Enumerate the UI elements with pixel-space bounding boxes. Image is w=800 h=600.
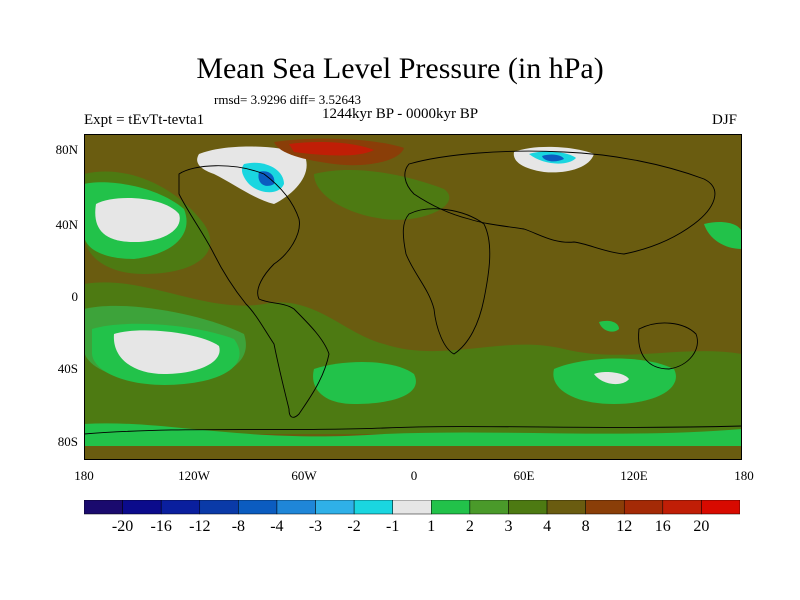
plot-title: Mean Sea Level Pressure (in hPa) bbox=[196, 52, 604, 85]
colorbar-swatch-13 bbox=[585, 500, 625, 515]
colorbar-swatch-9 bbox=[431, 500, 471, 515]
lat-label-0: 0 bbox=[71, 289, 79, 304]
season-label: DJF bbox=[712, 112, 738, 128]
colorbar-label: -1 bbox=[386, 518, 400, 535]
dateline-patch bbox=[84, 223, 96, 242]
lon-label-180e: 180 bbox=[734, 468, 754, 483]
lon-label-0: 0 bbox=[410, 468, 418, 483]
coastlines bbox=[84, 150, 742, 435]
lon-label-120e: 120E bbox=[620, 468, 648, 483]
colorbar-swatch-15 bbox=[662, 500, 702, 515]
colorbar-label: 20 bbox=[693, 518, 710, 535]
colorbar-label: -3 bbox=[308, 518, 323, 535]
colorbar-swatch-11 bbox=[508, 500, 548, 515]
colorbar-swatch-10 bbox=[469, 500, 509, 515]
colorbar-label: 8 bbox=[581, 518, 590, 535]
colorbar-label: -12 bbox=[189, 518, 211, 535]
eurasia-coast bbox=[404, 150, 716, 255]
pressure-difference-map bbox=[84, 134, 742, 460]
greenland-max bbox=[289, 142, 374, 156]
indian-ocean-patch bbox=[599, 320, 619, 332]
colorbar-swatch-3 bbox=[199, 500, 239, 515]
lat-label-40n: 40N bbox=[55, 217, 78, 232]
south-indian-max bbox=[594, 371, 629, 385]
colorbar-label: -2 bbox=[347, 518, 361, 535]
experiment-label: Expt = tEvTt-tevta1 bbox=[84, 112, 205, 128]
lat-label-80s: 80S bbox=[57, 434, 78, 449]
northwest-pacific-patch bbox=[704, 222, 742, 249]
colorbar-swatch-4 bbox=[238, 500, 278, 515]
colorbar-label: 16 bbox=[654, 518, 671, 535]
colorbar-label: 12 bbox=[616, 518, 633, 535]
lon-label-60w: 60W bbox=[291, 468, 317, 483]
colorbar-label: 4 bbox=[543, 518, 552, 535]
australia-coast bbox=[638, 322, 698, 370]
colorbar-swatch-12 bbox=[546, 500, 586, 515]
antarctic-rim bbox=[84, 423, 742, 446]
colorbar-swatch-7 bbox=[353, 500, 393, 515]
colorbar-label: 2 bbox=[465, 518, 474, 535]
lon-label-60e: 60E bbox=[513, 468, 535, 483]
colorbar-swatch-1 bbox=[122, 500, 162, 515]
colorbar-swatch-8 bbox=[392, 500, 432, 515]
colorbar-swatch-14 bbox=[623, 500, 664, 515]
south-atlantic-high bbox=[313, 362, 416, 404]
lon-label-180w: 180 bbox=[74, 468, 94, 483]
colorbar-label: 3 bbox=[504, 518, 513, 535]
lon-label-120w: 120W bbox=[178, 468, 210, 483]
colorbar-swatch-2 bbox=[160, 500, 201, 515]
rmsd-diff-stats: rmsd= 3.9296 diff= 3.52643 bbox=[214, 92, 361, 107]
colorbar-label: 1 bbox=[427, 518, 436, 535]
colorbar-label: -16 bbox=[150, 518, 172, 535]
colorbar-swatch-16 bbox=[701, 500, 740, 515]
colorbar bbox=[84, 500, 740, 515]
north-pacific-max bbox=[95, 198, 180, 242]
americas-coast bbox=[178, 165, 330, 418]
fennoscandia-blue bbox=[542, 154, 564, 162]
colorbar-swatch-6 bbox=[315, 500, 355, 515]
colorbar-label: -8 bbox=[231, 518, 246, 535]
colorbar-swatch-5 bbox=[276, 500, 316, 515]
map-frame bbox=[84, 134, 742, 460]
antarctica-coast bbox=[84, 425, 742, 435]
laurentide-blue bbox=[258, 171, 275, 186]
colorbar-label: -20 bbox=[111, 518, 134, 535]
colorbar-swatch-0 bbox=[84, 500, 123, 515]
north-atlantic-band bbox=[314, 169, 450, 220]
colorbar-label: -4 bbox=[270, 518, 284, 535]
south-pacific-max bbox=[113, 330, 220, 374]
lat-label-40s: 40S bbox=[57, 361, 78, 376]
lat-label-80n: 80N bbox=[55, 142, 78, 157]
time-range-label: 1244kyr BP - 0000kyr BP bbox=[322, 106, 479, 122]
